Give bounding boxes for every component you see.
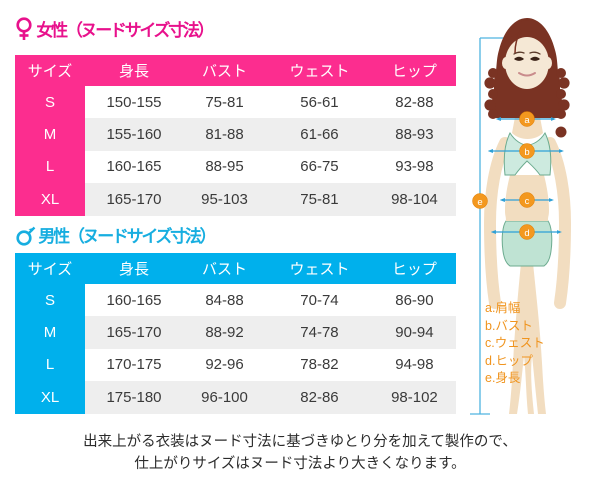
- svg-text:c: c: [525, 196, 530, 207]
- svg-text:d: d: [524, 228, 529, 239]
- svg-text:b: b: [524, 147, 529, 158]
- svg-text:a: a: [524, 115, 530, 126]
- svg-text:e: e: [477, 197, 482, 208]
